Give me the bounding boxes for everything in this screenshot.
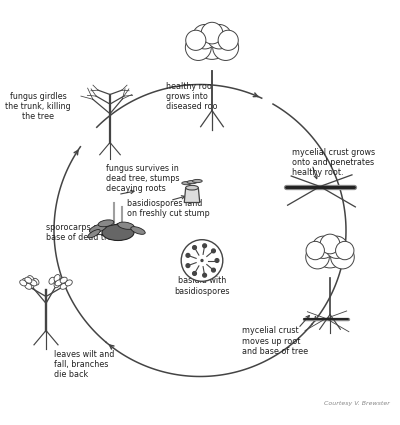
- Ellipse shape: [102, 224, 134, 241]
- Ellipse shape: [25, 283, 32, 289]
- Ellipse shape: [131, 227, 145, 234]
- Circle shape: [186, 264, 190, 267]
- Ellipse shape: [25, 277, 32, 283]
- Ellipse shape: [192, 179, 202, 183]
- Ellipse shape: [20, 280, 27, 286]
- Circle shape: [207, 25, 232, 49]
- Ellipse shape: [182, 181, 192, 185]
- Circle shape: [306, 245, 329, 269]
- Circle shape: [306, 241, 324, 260]
- Polygon shape: [184, 188, 200, 202]
- Text: basidiospores land
on freshly cut stump: basidiospores land on freshly cut stump: [127, 199, 210, 218]
- Text: Courtesy V. Brewster: Courtesy V. Brewster: [324, 402, 390, 406]
- Ellipse shape: [90, 224, 106, 233]
- Text: mycelial crust grows
onto and penetrates
healthy root.: mycelial crust grows onto and penetrates…: [292, 147, 375, 177]
- Ellipse shape: [60, 283, 67, 289]
- Circle shape: [212, 268, 215, 272]
- Ellipse shape: [118, 222, 134, 230]
- Circle shape: [213, 34, 239, 60]
- Circle shape: [331, 245, 354, 269]
- Ellipse shape: [22, 278, 29, 285]
- Circle shape: [312, 236, 334, 258]
- Text: sporocarps grow from
base of dead trees: sporocarps grow from base of dead trees: [46, 223, 135, 242]
- Circle shape: [218, 30, 238, 51]
- Text: fungus survives in
dead tree, stumps
decaying roots: fungus survives in dead tree, stumps dec…: [106, 164, 180, 193]
- Ellipse shape: [28, 275, 34, 282]
- Circle shape: [185, 34, 211, 60]
- Circle shape: [326, 236, 348, 258]
- Circle shape: [192, 25, 217, 49]
- Ellipse shape: [65, 280, 72, 286]
- Circle shape: [215, 259, 219, 262]
- Ellipse shape: [49, 277, 55, 284]
- Text: mycelial crust
moves up root
and base of tree: mycelial crust moves up root and base of…: [242, 326, 308, 356]
- Ellipse shape: [54, 280, 60, 288]
- Text: healthy roo
grows into
diseased roo: healthy roo grows into diseased roo: [166, 82, 218, 111]
- Ellipse shape: [28, 282, 34, 289]
- Circle shape: [181, 240, 223, 281]
- Ellipse shape: [186, 185, 198, 190]
- Text: basidia with
basidiospores: basidia with basidiospores: [174, 276, 230, 296]
- Circle shape: [193, 272, 196, 275]
- Ellipse shape: [30, 280, 37, 286]
- Circle shape: [200, 259, 204, 262]
- Circle shape: [320, 234, 340, 254]
- Text: leaves wilt and
fall, branches
die back: leaves wilt and fall, branches die back: [54, 350, 114, 380]
- Ellipse shape: [54, 275, 60, 281]
- Text: fungus girdles
the trunk, killing
the tree: fungus girdles the trunk, killing the tr…: [5, 92, 71, 122]
- Ellipse shape: [88, 230, 100, 238]
- Ellipse shape: [55, 280, 62, 286]
- Circle shape: [186, 30, 206, 51]
- Circle shape: [195, 25, 229, 60]
- Ellipse shape: [187, 181, 197, 184]
- Circle shape: [203, 244, 206, 248]
- Ellipse shape: [59, 277, 65, 284]
- Circle shape: [314, 236, 346, 268]
- Ellipse shape: [98, 220, 114, 227]
- Ellipse shape: [33, 278, 39, 285]
- Circle shape: [203, 273, 206, 277]
- Ellipse shape: [60, 277, 67, 283]
- Circle shape: [336, 241, 354, 260]
- Circle shape: [201, 22, 223, 44]
- Circle shape: [186, 253, 190, 257]
- Circle shape: [193, 246, 196, 249]
- Circle shape: [212, 249, 215, 253]
